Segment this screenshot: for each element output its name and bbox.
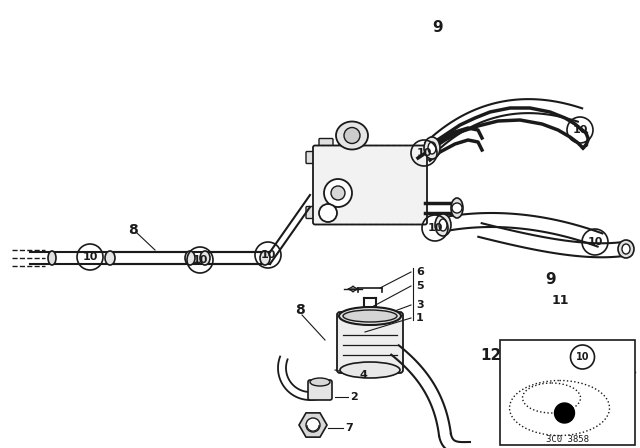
Text: 5: 5 <box>416 281 424 291</box>
Circle shape <box>554 403 575 423</box>
Text: 6: 6 <box>416 267 424 277</box>
Text: 10: 10 <box>576 352 589 362</box>
FancyBboxPatch shape <box>308 380 332 400</box>
FancyBboxPatch shape <box>319 138 333 151</box>
Ellipse shape <box>310 378 330 386</box>
Bar <box>500 340 635 445</box>
Ellipse shape <box>260 251 270 265</box>
Ellipse shape <box>522 383 580 413</box>
Circle shape <box>324 179 352 207</box>
Ellipse shape <box>424 137 440 159</box>
Ellipse shape <box>48 251 56 265</box>
Circle shape <box>452 203 462 213</box>
Ellipse shape <box>509 380 609 435</box>
Text: 2: 2 <box>350 392 358 402</box>
FancyBboxPatch shape <box>306 207 320 219</box>
Ellipse shape <box>336 121 368 150</box>
Ellipse shape <box>340 362 400 378</box>
Ellipse shape <box>622 244 630 254</box>
Text: 12: 12 <box>480 348 501 362</box>
Text: 10: 10 <box>260 250 276 260</box>
Ellipse shape <box>185 251 195 265</box>
Circle shape <box>319 204 337 222</box>
Text: 9: 9 <box>432 21 443 35</box>
Text: 10: 10 <box>572 125 588 135</box>
Text: 3C0 3858: 3C0 3858 <box>546 435 589 444</box>
Text: 8: 8 <box>128 223 138 237</box>
Circle shape <box>331 186 345 200</box>
FancyBboxPatch shape <box>337 312 403 373</box>
Text: 3: 3 <box>416 300 424 310</box>
Text: 10: 10 <box>416 148 432 158</box>
Circle shape <box>344 128 360 143</box>
Ellipse shape <box>428 142 436 154</box>
Ellipse shape <box>200 251 210 265</box>
Text: 9: 9 <box>545 272 556 288</box>
Ellipse shape <box>618 240 634 258</box>
Ellipse shape <box>105 251 115 265</box>
Text: 8: 8 <box>295 303 305 317</box>
Ellipse shape <box>439 219 447 231</box>
FancyBboxPatch shape <box>306 151 320 164</box>
Ellipse shape <box>339 307 401 325</box>
Text: 11: 11 <box>552 293 570 306</box>
Ellipse shape <box>435 214 451 236</box>
Ellipse shape <box>451 198 463 218</box>
Text: 4: 4 <box>360 370 368 380</box>
Text: 10: 10 <box>192 255 208 265</box>
Text: 10: 10 <box>83 252 98 262</box>
Text: 10: 10 <box>428 223 443 233</box>
FancyBboxPatch shape <box>313 146 427 224</box>
Circle shape <box>306 418 320 432</box>
FancyBboxPatch shape <box>339 138 353 151</box>
Text: 1: 1 <box>416 313 424 323</box>
Ellipse shape <box>343 310 397 322</box>
Text: 7: 7 <box>345 423 353 433</box>
Text: 10: 10 <box>588 237 603 247</box>
